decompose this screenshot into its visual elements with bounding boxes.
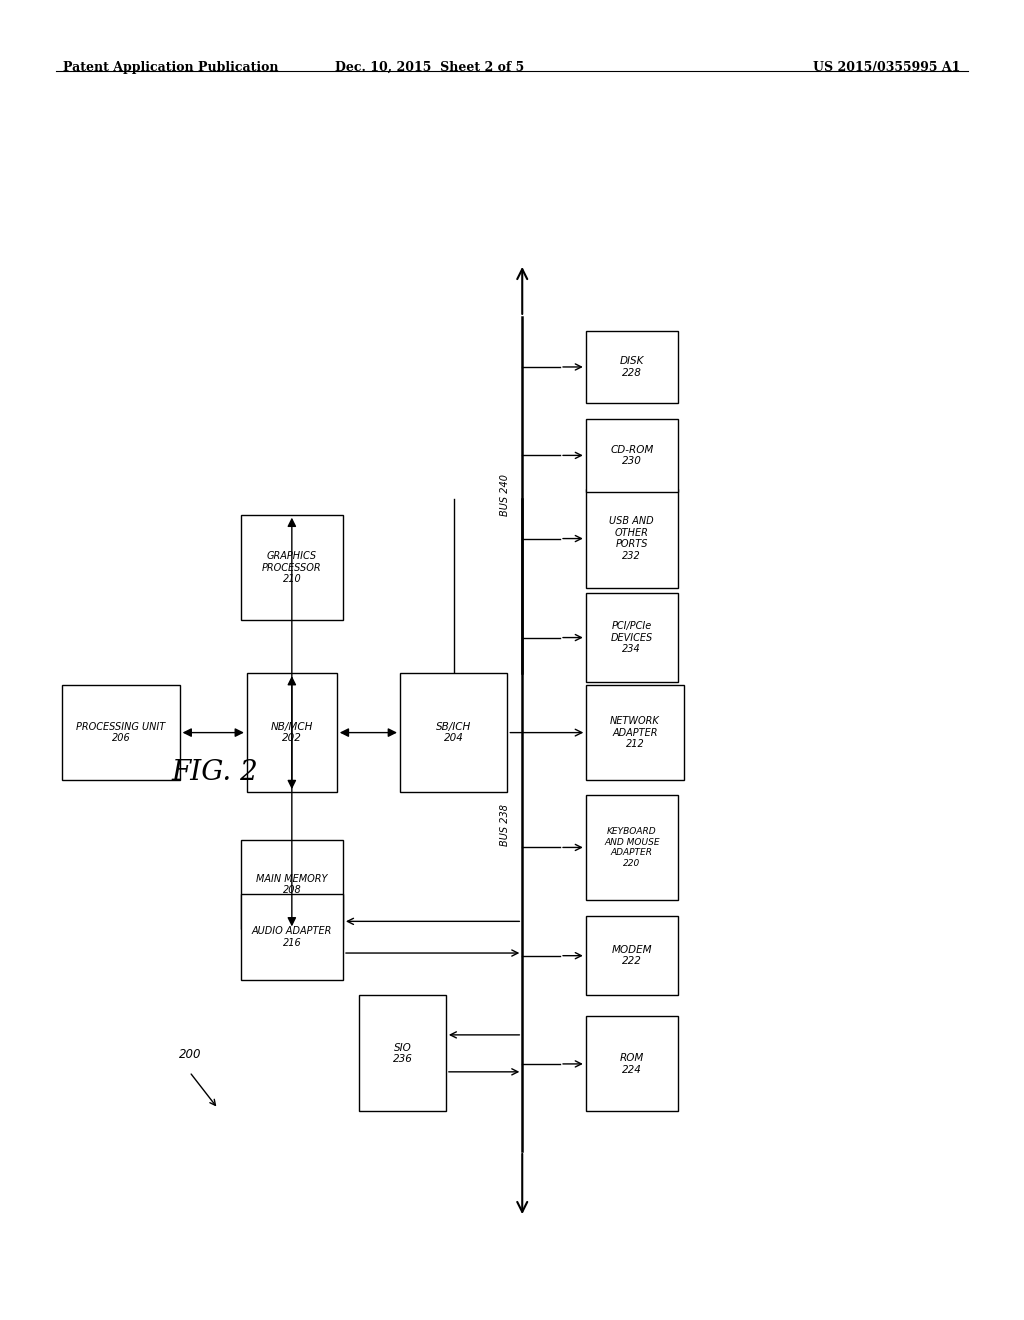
Text: FIG. 2: FIG. 2 xyxy=(172,759,258,785)
Bar xyxy=(586,418,678,491)
Text: 200: 200 xyxy=(179,1048,202,1061)
Text: GRAPHICS
PROCESSOR
210: GRAPHICS PROCESSOR 210 xyxy=(262,550,322,585)
Bar xyxy=(247,673,337,792)
Text: PCI/PCIe
DEVICES
234: PCI/PCIe DEVICES 234 xyxy=(610,620,653,655)
Bar xyxy=(586,490,678,589)
Bar xyxy=(241,515,343,620)
Text: MAIN MEMORY
208: MAIN MEMORY 208 xyxy=(256,874,328,895)
Text: AUDIO ADAPTER
216: AUDIO ADAPTER 216 xyxy=(252,927,332,948)
Bar xyxy=(586,330,678,404)
Bar xyxy=(586,1016,678,1111)
Bar xyxy=(241,895,343,979)
Text: Dec. 10, 2015  Sheet 2 of 5: Dec. 10, 2015 Sheet 2 of 5 xyxy=(336,61,524,74)
Bar xyxy=(586,795,678,900)
Text: BUS 240: BUS 240 xyxy=(500,474,510,516)
Text: MODEM
222: MODEM 222 xyxy=(611,945,652,966)
Text: SIO
236: SIO 236 xyxy=(392,1043,413,1064)
Text: KEYBOARD
AND MOUSE
ADAPTER
220: KEYBOARD AND MOUSE ADAPTER 220 xyxy=(604,828,659,867)
Text: USB AND
OTHER
PORTS
232: USB AND OTHER PORTS 232 xyxy=(609,516,654,561)
Text: CD-ROM
230: CD-ROM 230 xyxy=(610,445,653,466)
Bar xyxy=(61,685,180,780)
Text: NETWORK
ADAPTER
212: NETWORK ADAPTER 212 xyxy=(610,715,659,750)
Text: PROCESSING UNIT
206: PROCESSING UNIT 206 xyxy=(76,722,166,743)
Bar xyxy=(586,916,678,995)
Bar xyxy=(399,673,508,792)
Text: SB/ICH
204: SB/ICH 204 xyxy=(436,722,471,743)
Text: US 2015/0355995 A1: US 2015/0355995 A1 xyxy=(813,61,961,74)
Text: Patent Application Publication: Patent Application Publication xyxy=(63,61,279,74)
Bar xyxy=(586,685,684,780)
Bar xyxy=(586,593,678,682)
Text: BUS 238: BUS 238 xyxy=(500,804,510,846)
Bar xyxy=(359,995,446,1111)
Text: NB/MCH
202: NB/MCH 202 xyxy=(270,722,313,743)
Bar xyxy=(241,840,343,929)
Text: ROM
224: ROM 224 xyxy=(620,1053,644,1074)
Text: DISK
228: DISK 228 xyxy=(620,356,644,378)
